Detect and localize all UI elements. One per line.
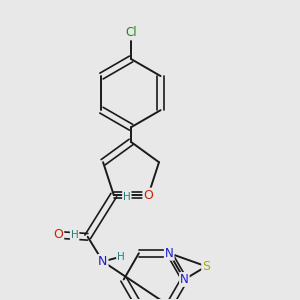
Text: N: N (165, 247, 174, 260)
Text: H: H (117, 252, 125, 262)
Text: N: N (180, 273, 189, 286)
Text: O: O (143, 189, 153, 202)
Text: S: S (202, 260, 210, 273)
Text: N: N (98, 255, 108, 268)
Text: H: H (71, 230, 79, 240)
Text: O: O (53, 228, 63, 242)
Text: H: H (123, 192, 131, 202)
Text: Cl: Cl (125, 26, 137, 39)
